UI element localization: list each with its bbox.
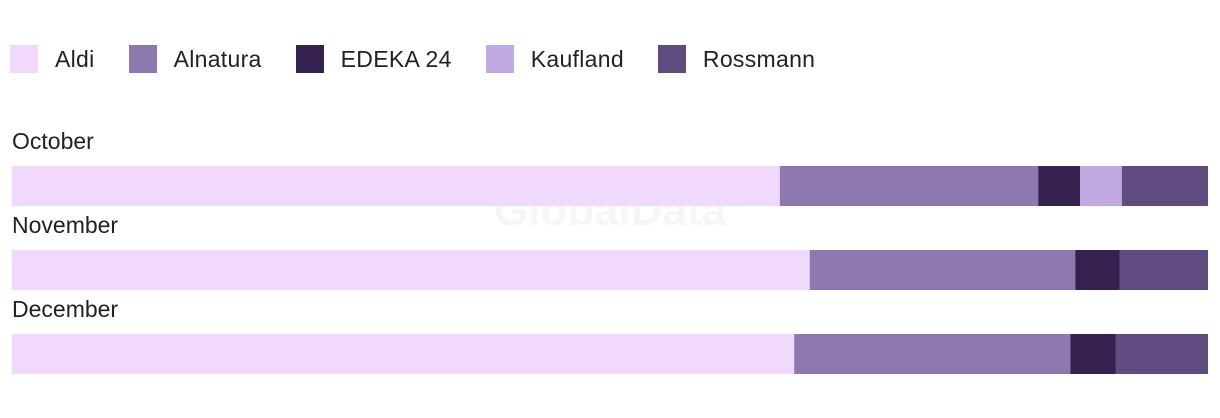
- bar-segment-october-rossmann: [1121, 166, 1208, 206]
- bar-segment-december-edeka-24: [1070, 334, 1116, 374]
- legend-swatch: [485, 45, 514, 73]
- bar-segment-november-rossmann: [1119, 250, 1208, 290]
- legend-swatch: [295, 45, 324, 73]
- legend-label: Kaufland: [530, 45, 624, 72]
- legend-swatch: [657, 45, 686, 73]
- legend-label: EDEKA 24: [340, 45, 452, 72]
- bar-segment-october-alnatura: [779, 166, 1039, 206]
- bar-segment-december-alnatura: [794, 334, 1071, 374]
- bar-segment-december-aldi: [12, 334, 795, 374]
- category-label-october: October: [12, 128, 94, 154]
- legend-item-edeka-24: EDEKA 24: [295, 45, 452, 73]
- legend-label: Rossmann: [702, 45, 816, 72]
- legend-label: Aldi: [55, 45, 95, 72]
- chart-legend: Aldi Alnatura EDEKA 24 Kaufland Rossmann: [10, 44, 849, 74]
- bar-segment-october-aldi: [12, 166, 780, 206]
- legend-item-rossmann: Rossmann: [657, 45, 816, 73]
- bar-segment-november-aldi: [12, 250, 810, 290]
- bar-segment-december-rossmann: [1115, 334, 1208, 374]
- bar-segment-october-kaufland: [1080, 166, 1122, 206]
- bar-segment-october-edeka-24: [1038, 166, 1081, 206]
- legend-label: Alnatura: [173, 45, 262, 72]
- bar-segment-november-alnatura: [809, 250, 1076, 290]
- legend-swatch: [128, 45, 157, 73]
- legend-item-kaufland: Kaufland: [485, 45, 624, 73]
- legend-item-alnatura: Alnatura: [128, 45, 262, 73]
- legend-item-aldi: Aldi: [10, 45, 95, 73]
- category-label-december: December: [12, 296, 118, 322]
- category-label-november: November: [12, 212, 118, 238]
- bar-segment-november-edeka-24: [1075, 250, 1120, 290]
- legend-swatch: [10, 45, 38, 73]
